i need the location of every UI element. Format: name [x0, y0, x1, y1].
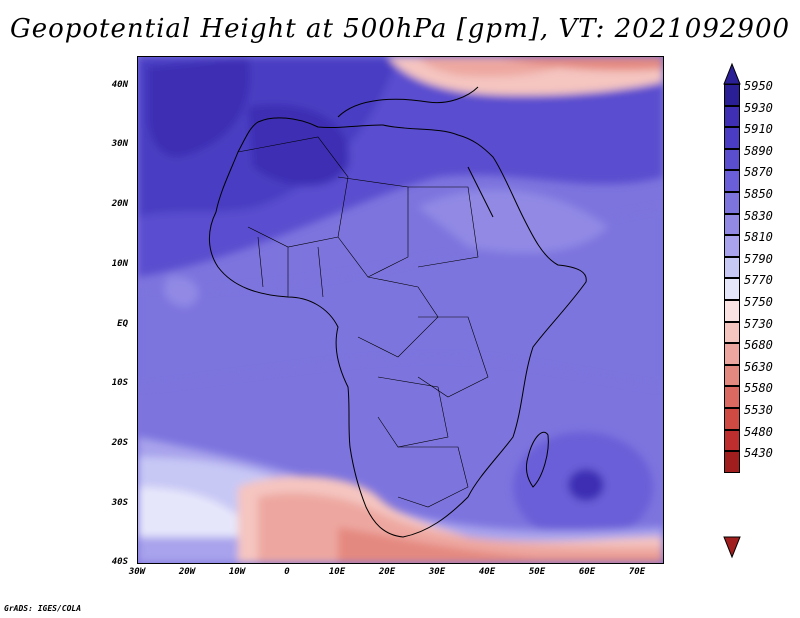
colorbar-label: 5430: [744, 446, 773, 461]
colorbar-label: 5810: [744, 230, 773, 245]
colorbar-swatch: [724, 364, 740, 387]
colorbar-swatch: [724, 408, 740, 430]
colorbar-swatch: [724, 278, 740, 300]
colorbar-swatch: [724, 235, 740, 257]
lon-label: 70E: [628, 567, 646, 577]
colorbar-swatch: [724, 170, 740, 192]
lon-label: 30E: [428, 567, 446, 577]
colorbar-swatch: [724, 429, 740, 452]
lat-label: 30N: [111, 139, 128, 149]
colorbar-label: 5680: [744, 338, 773, 353]
lon-label: 30W: [128, 567, 146, 577]
colorbar-label: 5630: [744, 359, 773, 374]
colorbar-label: 5790: [744, 251, 773, 266]
colorbar-label: 5480: [744, 424, 773, 439]
lon-label: 20E: [378, 567, 396, 577]
colorbar-label: 5910: [744, 122, 773, 137]
colorbar-label: 5580: [744, 381, 773, 396]
colorbar-swatch: [724, 321, 740, 344]
colorbar-label: 5770: [744, 273, 773, 288]
colorbar-swatch: [724, 213, 740, 236]
colorbar-label: 5750: [744, 295, 773, 309]
map-title: Geopotential Height at 500hPa [gpm], VT:…: [9, 14, 791, 44]
lat-label: 20S: [111, 438, 128, 448]
colorbar-swatch: [724, 386, 740, 408]
colorbar-label: 5530: [744, 403, 773, 417]
lat-label: 10S: [111, 378, 128, 388]
colorbar-swatch: [724, 192, 740, 214]
colorbar-swatch: [724, 84, 740, 106]
lat-label: 40N: [111, 80, 128, 90]
height-field: [138, 57, 663, 563]
colorbar-top-arrow: [723, 62, 741, 85]
lon-label: 0: [284, 567, 290, 577]
colorbar-swatch: [724, 105, 740, 128]
lon-label: 10W: [228, 567, 246, 577]
credit-label: GrADS: IGES/COLA: [4, 604, 82, 613]
lon-label: 40E: [478, 567, 496, 577]
lon-label: 20W: [178, 567, 196, 577]
colorbar-label: 5730: [744, 316, 773, 331]
lat-label: 30S: [111, 498, 128, 508]
colorbar-label: 5830: [744, 208, 773, 223]
colorbar-label: 5930: [744, 100, 773, 115]
colorbar-swatch: [724, 343, 740, 365]
height-map: [137, 56, 664, 564]
colorbar-label: 5950: [744, 79, 773, 93]
colorbar-label: 5850: [744, 187, 773, 201]
lat-label: 20N: [111, 199, 128, 209]
colorbar-label: 5870: [744, 165, 773, 180]
lon-label: 60E: [578, 567, 596, 577]
colorbar-swatch: [724, 148, 740, 171]
colorbar-label: 5890: [744, 143, 773, 158]
colorbar-swatch: [724, 451, 740, 473]
colorbar-swatch: [724, 127, 740, 149]
lat-label: 10N: [111, 259, 128, 269]
colorbar-swatch: [724, 300, 740, 322]
colorbar-bottom-arrow: [723, 536, 741, 559]
colorbar-swatch: [724, 256, 740, 279]
lon-label: 10E: [328, 567, 346, 577]
lat-label: 40S: [111, 557, 128, 567]
lat-label: EQ: [117, 319, 128, 329]
lon-label: 50E: [528, 567, 546, 577]
